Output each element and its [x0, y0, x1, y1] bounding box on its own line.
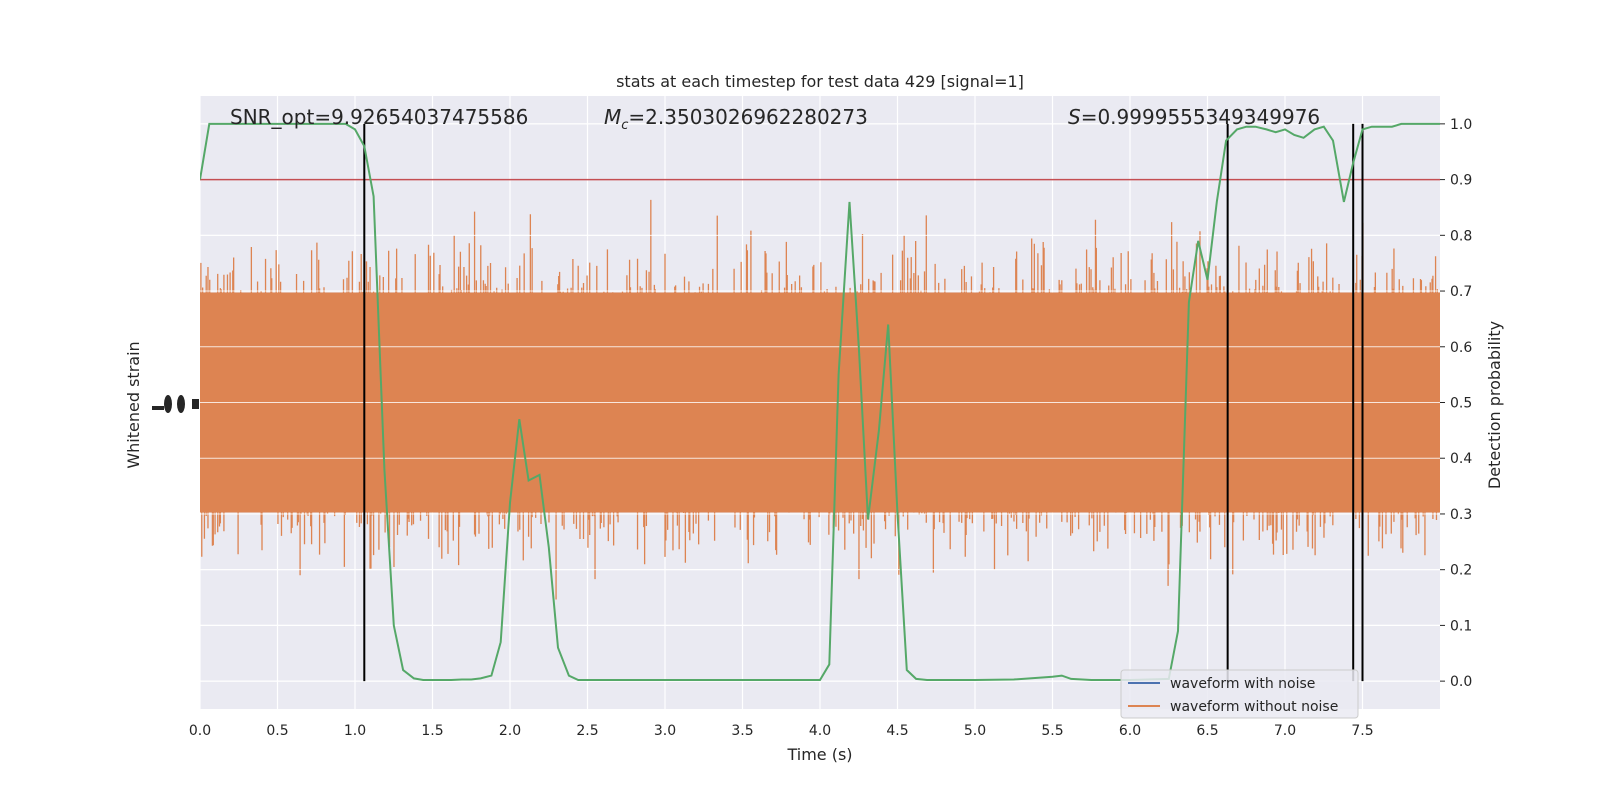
y-tick-label: 0.7: [1450, 284, 1472, 300]
x-tick-label: 3.5: [731, 723, 753, 739]
x-tick-label: 6.0: [1119, 723, 1141, 739]
y-tick-label: 0.6: [1450, 340, 1472, 356]
x-tick-labels: 0.0 0.5 1.0 1.5 2.0 2.5 3.0 3.5 4.0 4.5 5.0 5.5 6.0 6…: [189, 723, 1374, 739]
chirp-mass-annotation: Mc=2.3503026962280273: [604, 105, 868, 133]
y-tick-label: 0.9: [1450, 173, 1472, 189]
x-tick-label: 4.5: [886, 723, 908, 739]
legend-label-with-noise: waveform with noise: [1170, 676, 1315, 692]
x-tick-label: 0.5: [266, 723, 288, 739]
y-tick-label: 1.0: [1450, 117, 1472, 133]
x-tick-label: 1.0: [344, 723, 366, 739]
x-tick-label: 7.0: [1274, 723, 1296, 739]
x-tick-label: 1.5: [421, 723, 443, 739]
x-tick-label: 3.0: [654, 723, 676, 739]
snr-annotation: SNR_opt=9.92654037475586: [230, 105, 528, 129]
legend-box: [1120, 669, 1359, 719]
x-tick-label: 0.0: [189, 723, 211, 739]
x-tick-label: 7.5: [1351, 723, 1373, 739]
y-tick-label: 0.3: [1450, 507, 1472, 523]
x-tick-label: 2.0: [499, 723, 521, 739]
y-tick-label: 0.0: [1450, 674, 1472, 690]
x-tick-label: 5.0: [964, 723, 986, 739]
x-tick-label: 2.5: [576, 723, 598, 739]
x-tick-label: 6.5: [1196, 723, 1218, 739]
score-annotation: S=0.9999555349349976: [1068, 105, 1320, 129]
y-axis-label-left: Whitened strain: [124, 341, 143, 468]
x-axis-label: Time (s): [786, 745, 852, 764]
x-tick-label: 4.0: [809, 723, 831, 739]
y-axis-label-right: Detection probability: [1485, 321, 1504, 489]
left-tick-blob-icon: [152, 395, 199, 413]
legend-label-without-noise: waveform without noise: [1170, 699, 1338, 715]
y-tick-label: 0.5: [1450, 396, 1472, 412]
marker-lines: [363, 123, 1364, 682]
legend: waveform with noise waveform without noi…: [1120, 669, 1359, 719]
detection-probability-line: [200, 122, 1440, 681]
y-tick-label: 0.4: [1450, 451, 1472, 467]
y-tick-label: 0.2: [1450, 563, 1472, 579]
y-tick-label: 0.1: [1450, 618, 1472, 634]
y-tick-labels: 0.0 0.1 0.2 0.3 0.4 0.5 0.6 0.7 0.8 0.9 1.0: [1440, 117, 1472, 690]
y-tick-label: 0.8: [1450, 228, 1472, 244]
x-tick-label: 5.5: [1041, 723, 1063, 739]
chart-title: stats at each timestep for test data 429…: [616, 72, 1024, 91]
